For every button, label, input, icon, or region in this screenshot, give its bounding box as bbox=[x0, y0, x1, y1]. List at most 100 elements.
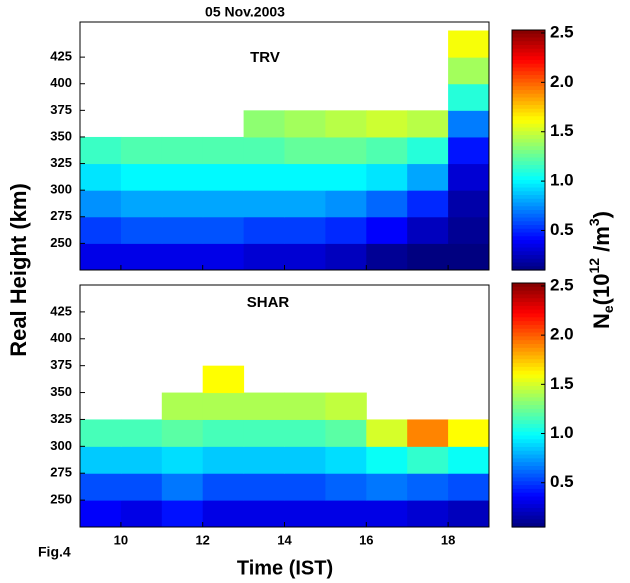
colorbar-swatch bbox=[512, 431, 545, 437]
colorbar-swatch bbox=[512, 217, 545, 222]
colorbar-swatch bbox=[512, 290, 545, 296]
colorbar-frame bbox=[511, 282, 546, 528]
y-tick-label: 400 bbox=[50, 330, 72, 345]
heat-cell bbox=[80, 216, 122, 244]
heat-cell bbox=[325, 446, 367, 474]
colorbar-swatch bbox=[512, 75, 545, 80]
heat-cell bbox=[202, 473, 245, 501]
colorbar-swatch bbox=[512, 408, 545, 414]
colorbar-swatch bbox=[512, 401, 545, 406]
heat-cell bbox=[448, 30, 490, 58]
colorbar-swatch bbox=[512, 507, 545, 513]
colorbar-swatch bbox=[512, 458, 545, 463]
heat-cell bbox=[243, 473, 285, 501]
colorbar-swatch bbox=[512, 33, 545, 39]
heat-cell bbox=[448, 243, 490, 271]
colorbar-swatch bbox=[512, 363, 545, 368]
heat-cell bbox=[161, 216, 204, 244]
chart-title: 05 Nov.2003 bbox=[205, 4, 285, 20]
colorbar-swatch bbox=[512, 138, 545, 144]
y-axis-label: Real Height (km) bbox=[6, 183, 31, 357]
heat-cell bbox=[325, 243, 367, 271]
colorbar-tick-label: 1.5 bbox=[550, 374, 574, 393]
label-part: /m bbox=[589, 226, 614, 258]
colorbar-swatch bbox=[512, 515, 545, 520]
colorbar-swatch bbox=[512, 112, 545, 117]
colorbar-frame bbox=[511, 29, 546, 271]
colorbar-swatch bbox=[512, 294, 545, 299]
heat-cell bbox=[325, 392, 367, 420]
heat-cell bbox=[407, 419, 449, 447]
heat-cell bbox=[366, 163, 408, 191]
heat-cell bbox=[448, 83, 490, 111]
colorbar-swatch bbox=[512, 48, 545, 54]
colorbar-tick-label: 0.5 bbox=[550, 220, 574, 239]
colorbar-swatch bbox=[512, 210, 545, 215]
heat-cell bbox=[202, 136, 245, 165]
colorbar-swatch bbox=[512, 336, 545, 341]
heat-cell bbox=[80, 243, 122, 271]
heat-cell bbox=[243, 163, 285, 191]
colorbar-swatch bbox=[512, 266, 545, 271]
heat-cell bbox=[202, 190, 245, 218]
colorbar-swatch bbox=[512, 240, 545, 245]
heat-cell bbox=[366, 216, 408, 244]
colorbar-swatch bbox=[512, 63, 545, 69]
colorbar-swatch bbox=[512, 382, 545, 387]
colorbar-swatch bbox=[512, 496, 545, 501]
colorbar-swatch bbox=[512, 187, 545, 192]
x-tick-label: 14 bbox=[277, 532, 292, 547]
colorbar-swatch bbox=[512, 45, 545, 50]
colorbar-swatch bbox=[512, 481, 545, 486]
heat-cell bbox=[284, 243, 326, 271]
colorbar-label: Ne(1012 /m3) bbox=[586, 211, 616, 329]
colorbar-swatch bbox=[512, 37, 545, 42]
heat-cell bbox=[325, 136, 367, 165]
colorbar-swatch bbox=[512, 286, 545, 292]
heat-cell bbox=[448, 163, 490, 191]
colorbar-swatch bbox=[512, 462, 545, 467]
heat-cell bbox=[284, 136, 326, 165]
heat-cell bbox=[448, 216, 490, 244]
colorbar-swatch bbox=[512, 165, 545, 170]
colorbar-swatch bbox=[512, 385, 545, 391]
figure-label: Fig.4 bbox=[38, 544, 71, 560]
colorbar-swatch bbox=[512, 328, 545, 334]
label-part: 12 bbox=[586, 258, 602, 274]
heat-cell bbox=[80, 500, 122, 528]
colorbar-swatch bbox=[512, 446, 545, 452]
y-tick-label: 375 bbox=[50, 102, 72, 117]
y-tick-label: 350 bbox=[50, 384, 72, 399]
colorbar-swatch bbox=[512, 412, 545, 418]
heat-cell bbox=[202, 446, 245, 474]
heat-cell bbox=[161, 419, 204, 447]
heat-cell bbox=[325, 419, 367, 447]
colorbar-tick-label: 1.0 bbox=[550, 423, 574, 442]
colorbar-swatch bbox=[512, 324, 545, 330]
colorbar-swatch bbox=[512, 225, 545, 230]
colorbar-swatch bbox=[512, 255, 545, 260]
heat-cell bbox=[448, 473, 490, 501]
y-tick-label: 400 bbox=[50, 75, 72, 90]
colorbar-swatch bbox=[512, 359, 545, 364]
heat-cell bbox=[284, 500, 326, 528]
colorbar-tick-label: 2.5 bbox=[550, 275, 574, 294]
heat-cell bbox=[407, 500, 449, 528]
colorbar-swatch bbox=[512, 262, 545, 267]
colorbar-swatch bbox=[512, 221, 545, 226]
heat-cell bbox=[161, 446, 204, 474]
colorbar-swatch bbox=[512, 142, 545, 147]
heat-cell bbox=[448, 500, 490, 528]
colorbar-swatch bbox=[512, 424, 545, 429]
colorbar-swatch bbox=[512, 443, 545, 448]
colorbar-swatch bbox=[512, 105, 545, 110]
colorbar-swatch bbox=[512, 101, 545, 106]
colorbar-swatch bbox=[512, 120, 545, 125]
heat-cell bbox=[202, 365, 245, 394]
panel-label: SHAR bbox=[247, 294, 290, 311]
heat-cell bbox=[407, 110, 449, 138]
colorbar-swatch bbox=[512, 504, 545, 509]
colorbar-swatch bbox=[512, 340, 545, 345]
colorbar-swatch bbox=[512, 355, 545, 360]
colorbar-swatch bbox=[512, 523, 545, 528]
